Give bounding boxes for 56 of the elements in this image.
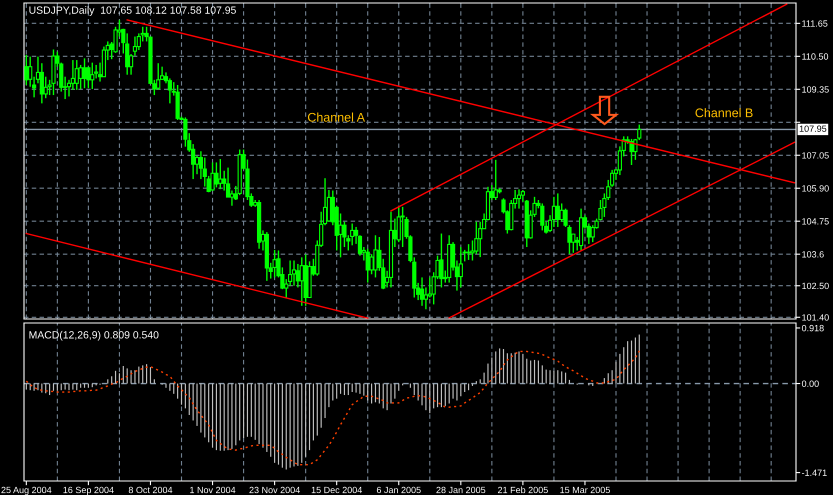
candlestick xyxy=(400,206,405,248)
x-tick-label: 28 Jan 2005 xyxy=(436,486,486,494)
candlestick xyxy=(516,188,522,210)
candlestick xyxy=(156,62,160,91)
y-tick-label: 101.40 xyxy=(802,314,829,321)
candlestick xyxy=(420,276,424,307)
x-tick-label: 6 Jan 2005 xyxy=(376,486,421,494)
candlestick xyxy=(396,206,401,243)
ref-line-label: 107.95 xyxy=(800,125,826,132)
candlestick xyxy=(466,243,471,261)
candlestick xyxy=(292,260,296,286)
x-tick-label: 15 Mar 2005 xyxy=(560,486,610,494)
x-tick-label: 1 Nov 2004 xyxy=(190,486,236,494)
x-tick-label: 25 Aug 2004 xyxy=(1,486,52,495)
candlestick xyxy=(90,62,94,90)
candlestick xyxy=(540,202,544,232)
candlestick xyxy=(478,221,482,258)
y-tick-label: 104.75 xyxy=(802,218,829,225)
y-tick-label: 111.65 xyxy=(802,20,828,27)
candlestick xyxy=(44,76,48,99)
chart-title: USDJPY,Daily 107.65 108.12 107.58 107.95 xyxy=(29,6,236,16)
y-tick-label: 107.05 xyxy=(802,152,829,159)
candlestick xyxy=(82,58,87,89)
candlestick xyxy=(366,248,370,284)
candlestick xyxy=(218,158,222,190)
candlestick xyxy=(369,254,374,275)
candlestick xyxy=(458,246,463,288)
x-tick-label: 15 Dec 2004 xyxy=(312,486,362,494)
y-tick-label: 105.90 xyxy=(802,185,829,192)
x-tick-label: 16 Sep 2004 xyxy=(63,486,114,495)
candlestick xyxy=(272,249,277,278)
annotation: Channel A xyxy=(308,112,365,122)
candlestick xyxy=(494,159,498,201)
y-tick-label: 109.35 xyxy=(802,86,829,93)
x-tick-label: 8 Oct 2004 xyxy=(128,486,172,494)
candlestick xyxy=(556,192,560,228)
x-tick-label: 23 Nov 2004 xyxy=(249,486,300,494)
y-tick-label: 0.918 xyxy=(802,324,824,332)
line-series xyxy=(26,350,640,466)
y-tick-label: 103.6 xyxy=(802,251,824,258)
candlestick xyxy=(78,64,83,90)
y-tick-label: 110.50 xyxy=(802,53,828,60)
candlestick xyxy=(560,202,564,222)
candlestick xyxy=(214,162,219,188)
candlestick xyxy=(125,32,130,76)
candlestick xyxy=(74,59,79,91)
text: MACD(12,26,9) 0.809 0.540 xyxy=(29,330,159,341)
y-tick-label: 102.50 xyxy=(802,282,829,290)
candlestick xyxy=(439,232,444,288)
candlestick xyxy=(300,256,304,307)
y-tick-label: -1.471 xyxy=(802,470,827,476)
candlestick xyxy=(210,162,215,192)
x-tick-label: 21 Feb 2005 xyxy=(498,486,548,494)
y-tick-label: 0.00 xyxy=(802,380,819,387)
candlestick xyxy=(24,54,28,86)
annotation: Channel B xyxy=(696,108,753,118)
